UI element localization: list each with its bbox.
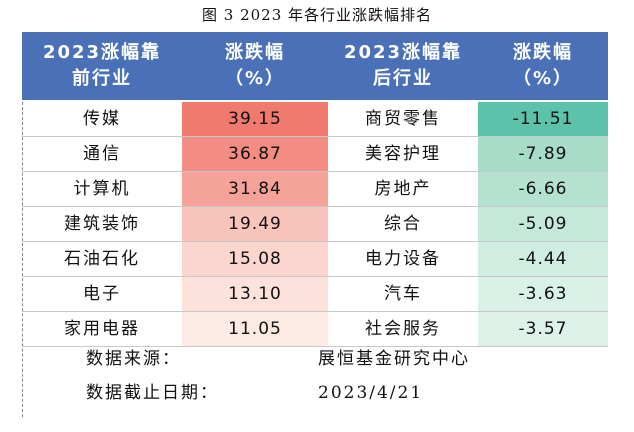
table-footer: 数据来源： 展恒基金研究中心 数据截止日期： 2023/4/21 <box>22 342 608 410</box>
header-bottom-industries-line2: 后行业 <box>373 68 433 89</box>
top-change-cell: 36.87 <box>182 137 328 171</box>
top-change-cell: 13.10 <box>182 277 328 311</box>
table-row: 建筑装饰 19.49 综合 -5.09 <box>22 207 608 242</box>
header-top-industries-line2: 前行业 <box>72 68 132 89</box>
date-row: 数据截止日期： 2023/4/21 <box>22 376 608 410</box>
top-industry-cell: 建筑装饰 <box>64 214 140 234</box>
header-bottom-change-line2: （%） <box>512 68 574 89</box>
top-industry-cell: 通信 <box>83 144 121 164</box>
bottom-change-cell: -3.63 <box>478 277 608 311</box>
top-change-cell: 19.49 <box>182 207 328 241</box>
bottom-change-cell: -3.57 <box>478 312 608 346</box>
top-industry-cell: 家用电器 <box>64 319 140 339</box>
top-industry-cell: 计算机 <box>73 179 131 199</box>
source-label: 数据来源： <box>86 349 181 369</box>
top-change-cell: 15.08 <box>182 242 328 276</box>
table-row: 电子 13.10 汽车 -3.63 <box>22 277 608 312</box>
bottom-industry-cell: 商贸零售 <box>365 109 441 129</box>
header-bottom-change-line1: 涨跌幅 <box>513 42 573 63</box>
table-header: 2023涨幅靠 前行业 涨跌幅 （%） 2023涨幅靠 后行业 涨跌幅 （%） <box>22 32 608 100</box>
table-row: 石油石化 15.08 电力设备 -4.44 <box>22 242 608 277</box>
top-industry-cell: 电子 <box>83 284 121 304</box>
bottom-industry-cell: 汽车 <box>384 284 422 304</box>
bottom-industry-cell: 综合 <box>384 214 422 234</box>
header-bottom-change: 涨跌幅 （%） <box>478 32 608 100</box>
figure-caption: 图 3 2023 年各行业涨跌幅排名 <box>201 6 433 24</box>
header-top-industries: 2023涨幅靠 前行业 <box>22 32 182 100</box>
source-row: 数据来源： 展恒基金研究中心 <box>22 342 608 376</box>
date-label: 数据截止日期： <box>86 383 219 403</box>
top-change-cell: 39.15 <box>182 102 328 136</box>
table-row: 通信 36.87 美容护理 -7.89 <box>22 137 608 172</box>
bottom-industry-cell: 房地产 <box>374 179 432 199</box>
header-top-change-line2: （%） <box>224 68 286 89</box>
bottom-industry-cell: 美容护理 <box>365 144 441 164</box>
top-change-cell: 31.84 <box>182 172 328 206</box>
left-dashed-border <box>22 102 23 417</box>
header-bottom-industries: 2023涨幅靠 后行业 <box>328 32 478 100</box>
bottom-change-cell: -4.44 <box>478 242 608 276</box>
bottom-change-cell: -7.89 <box>478 137 608 171</box>
header-bottom-industries-line1: 2023涨幅靠 <box>343 42 463 63</box>
table-row: 计算机 31.84 房地产 -6.66 <box>22 172 608 207</box>
table-body: 传媒 39.15 商贸零售 -11.51 通信 36.87 美容护理 -7.89… <box>22 102 608 347</box>
top-change-cell: 11.05 <box>182 312 328 346</box>
bottom-industry-cell: 社会服务 <box>365 319 441 339</box>
bottom-change-cell: -11.51 <box>478 102 608 136</box>
bottom-change-cell: -5.09 <box>478 207 608 241</box>
header-top-industries-line1: 2023涨幅靠 <box>42 42 162 63</box>
top-industry-cell: 传媒 <box>83 109 121 129</box>
header-top-change-line1: 涨跌幅 <box>225 42 285 63</box>
source-value: 展恒基金研究中心 <box>318 349 470 369</box>
ranking-table: 2023涨幅靠 前行业 涨跌幅 （%） 2023涨幅靠 后行业 涨跌幅 （%） … <box>22 32 608 417</box>
date-value: 2023/4/21 <box>318 383 424 403</box>
top-industry-cell: 石油石化 <box>64 249 140 269</box>
bottom-industry-cell: 电力设备 <box>365 249 441 269</box>
table-row: 传媒 39.15 商贸零售 -11.51 <box>22 102 608 137</box>
table-row: 家用电器 11.05 社会服务 -3.57 <box>22 312 608 347</box>
bottom-change-cell: -6.66 <box>478 172 608 206</box>
header-top-change: 涨跌幅 （%） <box>182 32 328 100</box>
